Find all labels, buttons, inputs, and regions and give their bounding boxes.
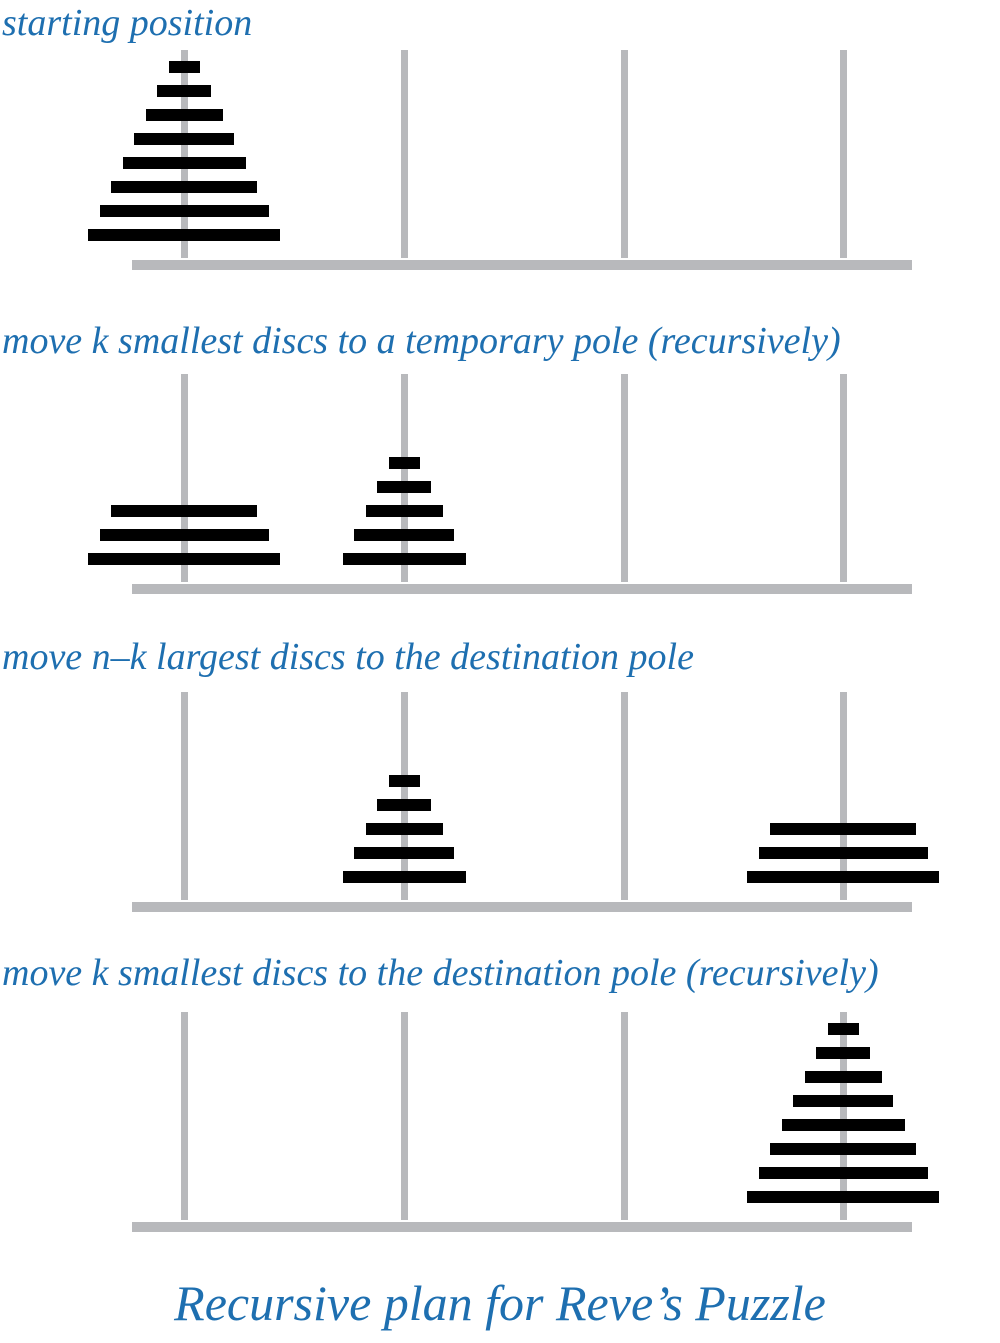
pole-base bbox=[132, 584, 912, 594]
disc bbox=[759, 1167, 928, 1179]
step-2-label: move k smallest discs to a temporary pol… bbox=[2, 320, 841, 362]
disc bbox=[747, 1191, 939, 1203]
pole-4 bbox=[840, 1012, 847, 1220]
pole-base bbox=[132, 902, 912, 912]
pole-1 bbox=[181, 1012, 188, 1220]
step-1-stage bbox=[0, 46, 1000, 286]
pole-2 bbox=[401, 50, 408, 258]
step-3-label: move n–k largest discs to the destinatio… bbox=[2, 636, 694, 678]
figure-caption: Recursive plan for Reve’s Puzzle bbox=[174, 1275, 826, 1331]
disc bbox=[157, 85, 211, 97]
disc bbox=[111, 181, 257, 193]
disc bbox=[377, 799, 431, 811]
disc bbox=[389, 457, 420, 469]
pole-4 bbox=[840, 50, 847, 258]
pole-3 bbox=[621, 1012, 628, 1220]
disc bbox=[759, 847, 928, 859]
disc bbox=[366, 823, 443, 835]
pole-3 bbox=[621, 50, 628, 258]
disc bbox=[123, 157, 246, 169]
disc bbox=[343, 553, 466, 565]
disc bbox=[805, 1071, 882, 1083]
disc bbox=[793, 1095, 893, 1107]
disc bbox=[377, 481, 431, 493]
pole-3 bbox=[621, 374, 628, 582]
disc bbox=[88, 229, 280, 241]
disc bbox=[354, 529, 454, 541]
disc bbox=[389, 775, 420, 787]
disc bbox=[169, 61, 200, 73]
step-4-stage bbox=[0, 1008, 1000, 1248]
step-1-label: starting position bbox=[2, 2, 253, 44]
pole-4 bbox=[840, 374, 847, 582]
pole-base bbox=[132, 1222, 912, 1232]
disc bbox=[146, 109, 223, 121]
pole-3 bbox=[621, 692, 628, 900]
step-3-stage bbox=[0, 688, 1000, 928]
pole-2 bbox=[401, 1012, 408, 1220]
disc bbox=[770, 1143, 916, 1155]
pole-2 bbox=[401, 374, 408, 582]
disc bbox=[747, 871, 939, 883]
disc bbox=[343, 871, 466, 883]
disc bbox=[770, 823, 916, 835]
disc bbox=[366, 505, 443, 517]
disc bbox=[816, 1047, 870, 1059]
disc bbox=[782, 1119, 905, 1131]
disc bbox=[100, 529, 269, 541]
pole-1 bbox=[181, 692, 188, 900]
disc bbox=[111, 505, 257, 517]
pole-1 bbox=[181, 374, 188, 582]
disc bbox=[354, 847, 454, 859]
pole-base bbox=[132, 260, 912, 270]
disc bbox=[828, 1023, 859, 1035]
disc bbox=[88, 553, 280, 565]
step-4-label: move k smallest discs to the destination… bbox=[2, 952, 879, 994]
pole-2 bbox=[401, 692, 408, 900]
step-2-stage bbox=[0, 370, 1000, 610]
disc bbox=[100, 205, 269, 217]
disc bbox=[134, 133, 234, 145]
pole-4 bbox=[840, 692, 847, 900]
pole-1 bbox=[181, 50, 188, 258]
